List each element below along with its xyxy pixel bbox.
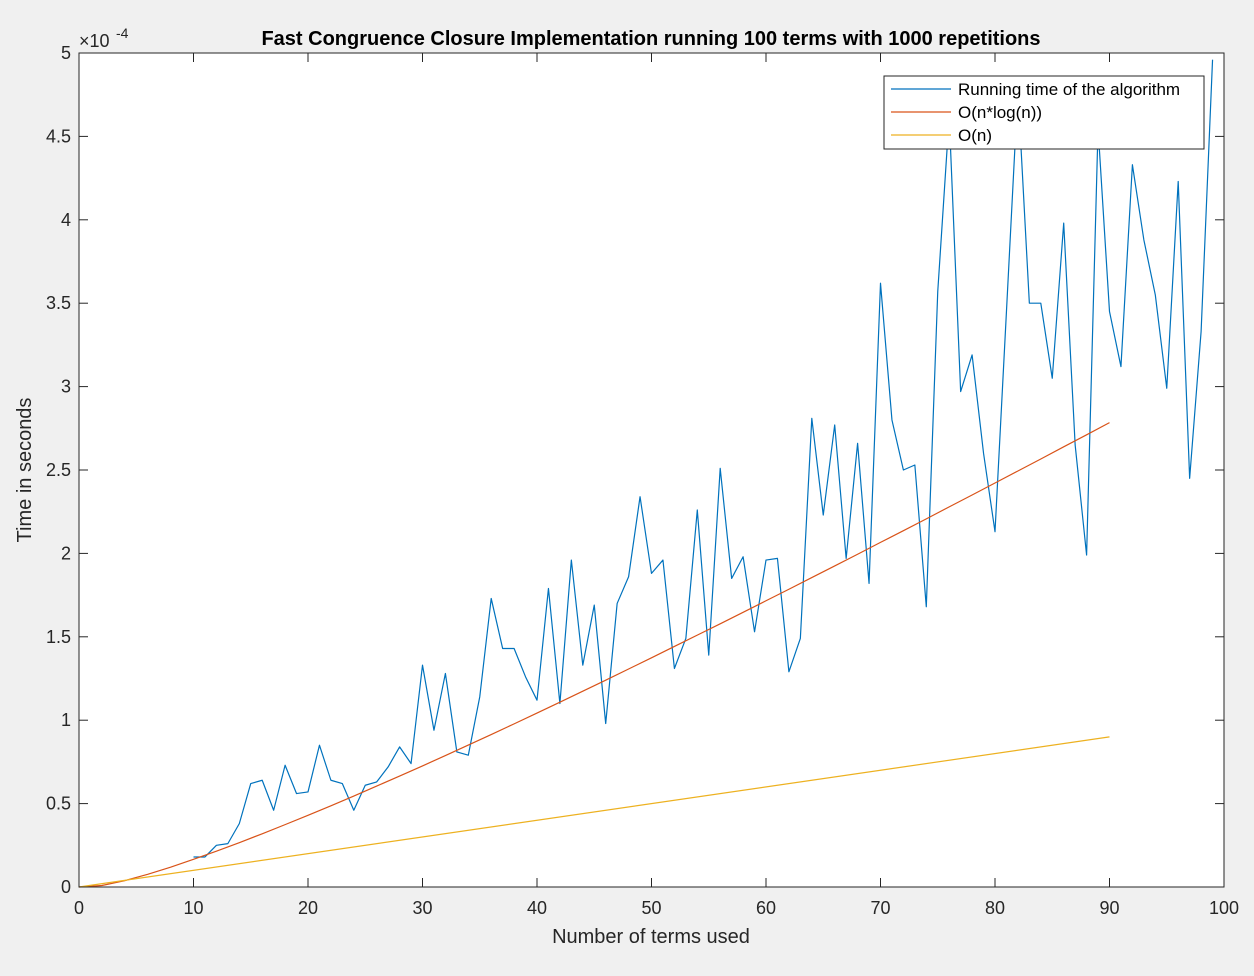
x-tick-label: 20 [298, 898, 318, 918]
x-tick-label: 50 [641, 898, 661, 918]
x-tick-label: 70 [870, 898, 890, 918]
y-tick-label: 1 [61, 710, 71, 730]
y-tick-label: 5 [61, 43, 71, 63]
y-tick-label: 4.5 [46, 126, 71, 146]
x-axis-label: Number of terms used [552, 926, 750, 948]
x-tick-label: 0 [74, 898, 84, 918]
x-tick-label: 60 [756, 898, 776, 918]
y-tick-label: 3.5 [46, 293, 71, 313]
series-line-2 [78, 736, 1110, 888]
x-tick-label: 80 [985, 898, 1005, 918]
y-axis-label: Time in seconds [14, 398, 36, 543]
y-tick-label: 3 [61, 377, 71, 397]
x-tick-label: 30 [412, 898, 432, 918]
y-tick-label: 0.5 [46, 794, 71, 814]
x-tick-label: 90 [1099, 898, 1119, 918]
y-tick-label: 4 [61, 210, 71, 230]
series-line-0 [193, 59, 1214, 858]
y-tick-label: 2 [61, 543, 71, 563]
x-axis: 0 10 20 30 40 50 60 70 80 90 100 [74, 53, 1239, 918]
legend-label-1: O(n*log(n)) [958, 103, 1042, 122]
legend-label-2: O(n) [958, 126, 992, 145]
chart-title: Fast Congruence Closure Implementation r… [261, 28, 1040, 50]
y-exponent-power: -4 [116, 25, 129, 41]
y-tick-label: 0 [61, 877, 71, 897]
y-tick-label: 2.5 [46, 460, 71, 480]
legend-label-0: Running time of the algorithm [958, 80, 1180, 99]
x-tick-label: 40 [527, 898, 547, 918]
y-exponent-base: ×10 [79, 31, 110, 51]
plot-area [79, 53, 1224, 887]
series-line-1 [78, 422, 1110, 888]
series-layer [78, 59, 1214, 888]
x-tick-label: 10 [183, 898, 203, 918]
y-tick-label: 1.5 [46, 627, 71, 647]
y-axis: 0 0.5 1 1.5 2 2.5 3 3.5 4 4.5 5 [46, 43, 1224, 897]
x-tick-label: 100 [1209, 898, 1239, 918]
legend: Running time of the algorithm O(n*log(n))… [883, 75, 1205, 150]
